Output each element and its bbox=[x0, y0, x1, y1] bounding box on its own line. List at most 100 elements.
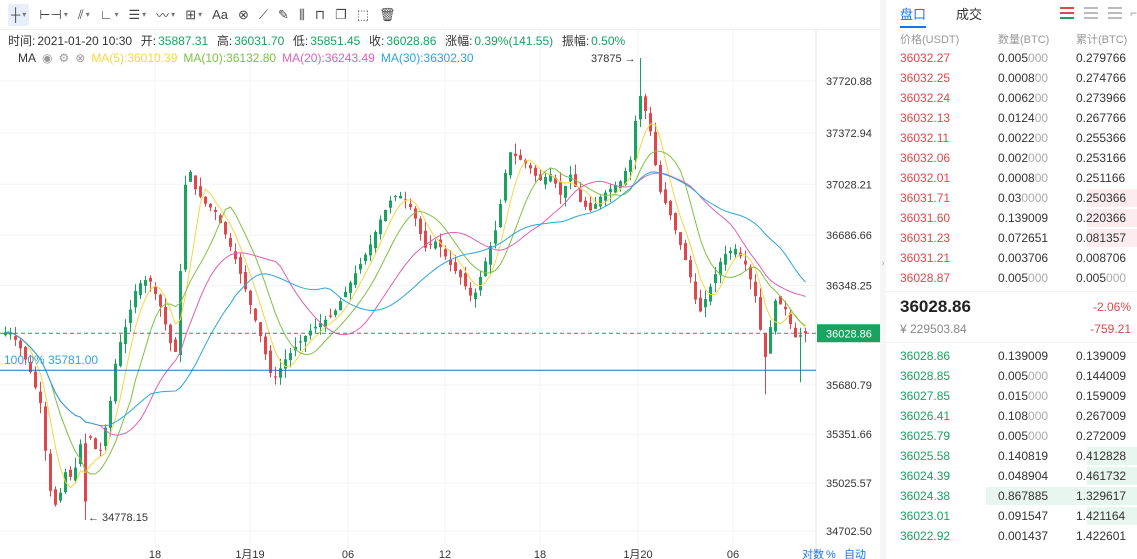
measure-tool[interactable]: ⫼ bbox=[299, 4, 305, 26]
candle-body bbox=[269, 350, 272, 373]
qty-main: 0.072651 bbox=[998, 231, 1049, 245]
chevron-down-icon[interactable]: ▾ bbox=[142, 10, 147, 19]
ruler-tool[interactable]: ⟋ bbox=[259, 4, 268, 26]
chevron-down-icon[interactable]: ▾ bbox=[171, 10, 176, 19]
candle-body bbox=[669, 200, 672, 216]
chevron-down-icon[interactable]: ▾ bbox=[85, 10, 90, 19]
expand-icon[interactable]: ⌐ bbox=[1129, 6, 1137, 20]
axis-control-1[interactable]: % bbox=[826, 549, 836, 559]
candle-body bbox=[514, 153, 517, 157]
qty-main: 0.091547 bbox=[998, 509, 1049, 523]
lock-tool[interactable]: ⊓ bbox=[315, 4, 325, 26]
candle-body bbox=[44, 406, 47, 451]
view-both-icon[interactable] bbox=[1059, 7, 1074, 19]
ask-row[interactable]: 36032.25 0.000800 0.274766 bbox=[886, 68, 1137, 88]
candle-body bbox=[14, 336, 17, 340]
ask-row[interactable]: 36032.06 0.002000 0.253166 bbox=[886, 148, 1137, 168]
bid-row[interactable]: 36022.92 0.001437 1.422601 bbox=[886, 526, 1137, 546]
candle-body bbox=[649, 113, 652, 132]
view-bids-icon[interactable] bbox=[1083, 7, 1098, 19]
qty-pad: 000 bbox=[1028, 429, 1049, 443]
lock-icon: ⊓ bbox=[314, 6, 326, 22]
chevron-down-icon[interactable]: ▾ bbox=[63, 10, 68, 19]
row-qty: 0.139009 bbox=[986, 211, 1076, 225]
candle-body bbox=[179, 271, 182, 355]
trend-line-icon: ⫽ bbox=[77, 6, 84, 22]
candle-body bbox=[154, 286, 157, 295]
panel-divider[interactable]: › bbox=[880, 0, 886, 559]
asks-list: 36032.27 0.005000 0.279766 36032.25 0.000800… bbox=[886, 48, 1137, 288]
bid-row[interactable]: 36024.38 0.867885 1.329617 bbox=[886, 486, 1137, 506]
ask-row[interactable]: 36032.01 0.000800 0.251166 bbox=[886, 168, 1137, 188]
ask-row[interactable]: 36031.23 0.072651 0.081357 bbox=[886, 228, 1137, 248]
bid-row[interactable]: 36023.01 0.091547 1.421164 bbox=[886, 506, 1137, 526]
ask-row[interactable]: 36032.11 0.002200 0.255366 bbox=[886, 128, 1137, 148]
candle-body bbox=[184, 184, 187, 270]
ask-row[interactable]: 36028.87 0.005000 0.005000 bbox=[886, 268, 1137, 288]
magnet-tool[interactable]: ⊗ bbox=[238, 4, 249, 26]
row-qty: 0.048904 bbox=[986, 469, 1076, 483]
text-tool[interactable]: Aa bbox=[212, 4, 228, 26]
bid-row[interactable]: 36028.86 0.139009 0.139009 bbox=[886, 346, 1137, 366]
y-tick-label: 37372.94 bbox=[826, 128, 872, 140]
candle-body bbox=[419, 218, 422, 235]
row-total: 0.251166 bbox=[1076, 171, 1137, 185]
tab-trades[interactable]: 成交 bbox=[956, 7, 983, 22]
trash-tool[interactable]: 🗑 bbox=[379, 4, 396, 26]
candle-body bbox=[474, 292, 477, 299]
bid-row[interactable]: 36028.85 0.005000 0.144009 bbox=[886, 366, 1137, 386]
pencil-tool[interactable]: ✎ bbox=[278, 4, 289, 26]
grid-tool[interactable]: ⊞ ▾ bbox=[185, 4, 202, 26]
candle-body bbox=[304, 335, 307, 342]
candle-body bbox=[714, 274, 717, 283]
candle-body bbox=[249, 290, 252, 305]
axis-control-0[interactable]: 对数 bbox=[802, 547, 824, 559]
row-total: 0.412828 bbox=[1076, 449, 1137, 463]
angle-tool[interactable]: ∟ ▾ bbox=[100, 4, 119, 26]
close-icon[interactable]: ⊗ bbox=[75, 51, 86, 65]
row-qty: 0.001437 bbox=[986, 529, 1076, 543]
row-qty: 0.002000 bbox=[986, 151, 1076, 165]
x-tick-label: 1月20 bbox=[623, 549, 652, 559]
chevron-down-icon[interactable]: ▾ bbox=[22, 10, 27, 19]
axis-control-2[interactable]: 自动 bbox=[844, 548, 866, 559]
candle-body bbox=[559, 182, 562, 195]
candle-body bbox=[324, 319, 327, 328]
crosshair-tool[interactable]: ┼ ▾ bbox=[8, 3, 30, 26]
settings-icon[interactable]: ⚙ bbox=[58, 51, 70, 65]
candle-body bbox=[429, 243, 432, 245]
total-main: 0.267009 bbox=[1076, 409, 1127, 423]
candle-body bbox=[489, 245, 492, 265]
bid-row[interactable]: 36025.79 0.005000 0.272009 bbox=[886, 426, 1137, 446]
tab-orderbook[interactable]: 盘口 bbox=[900, 0, 927, 30]
view-asks-icon[interactable] bbox=[1107, 7, 1122, 19]
copy-tool[interactable]: ❐ bbox=[335, 4, 347, 26]
measure-icon: ⫼ bbox=[298, 6, 305, 22]
collapse-arrow-icon[interactable]: › bbox=[881, 258, 885, 269]
bid-row[interactable]: 36024.39 0.048904 0.461732 bbox=[886, 466, 1137, 486]
bid-row[interactable]: 36025.58 0.140819 0.412828 bbox=[886, 446, 1137, 466]
wave-tool[interactable]: 〰 ▾ bbox=[156, 4, 175, 26]
screenshot-tool[interactable]: ⬚ bbox=[357, 4, 369, 26]
bid-row[interactable]: 36026.41 0.108000 0.267009 bbox=[886, 406, 1137, 426]
qty-pad: 000 bbox=[1028, 389, 1049, 403]
parallel-lines-tool[interactable]: ☰ ▾ bbox=[128, 4, 146, 26]
kline-chart[interactable]: 100.0% 35781.00 37720.88 37372.94 37028.21 3… bbox=[0, 30, 880, 559]
horizontal-line-tool[interactable]: ⊢⊣ ▾ bbox=[39, 4, 68, 26]
row-qty: 0.072651 bbox=[986, 231, 1076, 245]
candle-body bbox=[129, 309, 132, 323]
trend-line-tool[interactable]: ⫽ ▾ bbox=[78, 4, 90, 26]
chevron-down-icon[interactable]: ▾ bbox=[198, 10, 203, 19]
bid-row[interactable]: 36027.85 0.015000 0.159009 bbox=[886, 386, 1137, 406]
qty-main: 0.108 bbox=[998, 409, 1029, 423]
ask-row[interactable]: 36032.13 0.012400 0.267766 bbox=[886, 108, 1137, 128]
ask-row[interactable]: 36031.60 0.139009 0.220366 bbox=[886, 208, 1137, 228]
ask-row[interactable]: 36032.27 0.005000 0.279766 bbox=[886, 48, 1137, 68]
ask-row[interactable]: 36031.21 0.003706 0.008706 bbox=[886, 248, 1137, 268]
ask-row[interactable]: 36031.71 0.030000 0.250366 bbox=[886, 188, 1137, 208]
eye-icon[interactable]: ◉ bbox=[42, 51, 53, 65]
chevron-down-icon[interactable]: ▾ bbox=[114, 10, 119, 19]
ask-row[interactable]: 36032.24 0.006200 0.273966 bbox=[886, 88, 1137, 108]
candle-body bbox=[544, 176, 547, 185]
y-tick-label: 35351.66 bbox=[826, 429, 872, 441]
